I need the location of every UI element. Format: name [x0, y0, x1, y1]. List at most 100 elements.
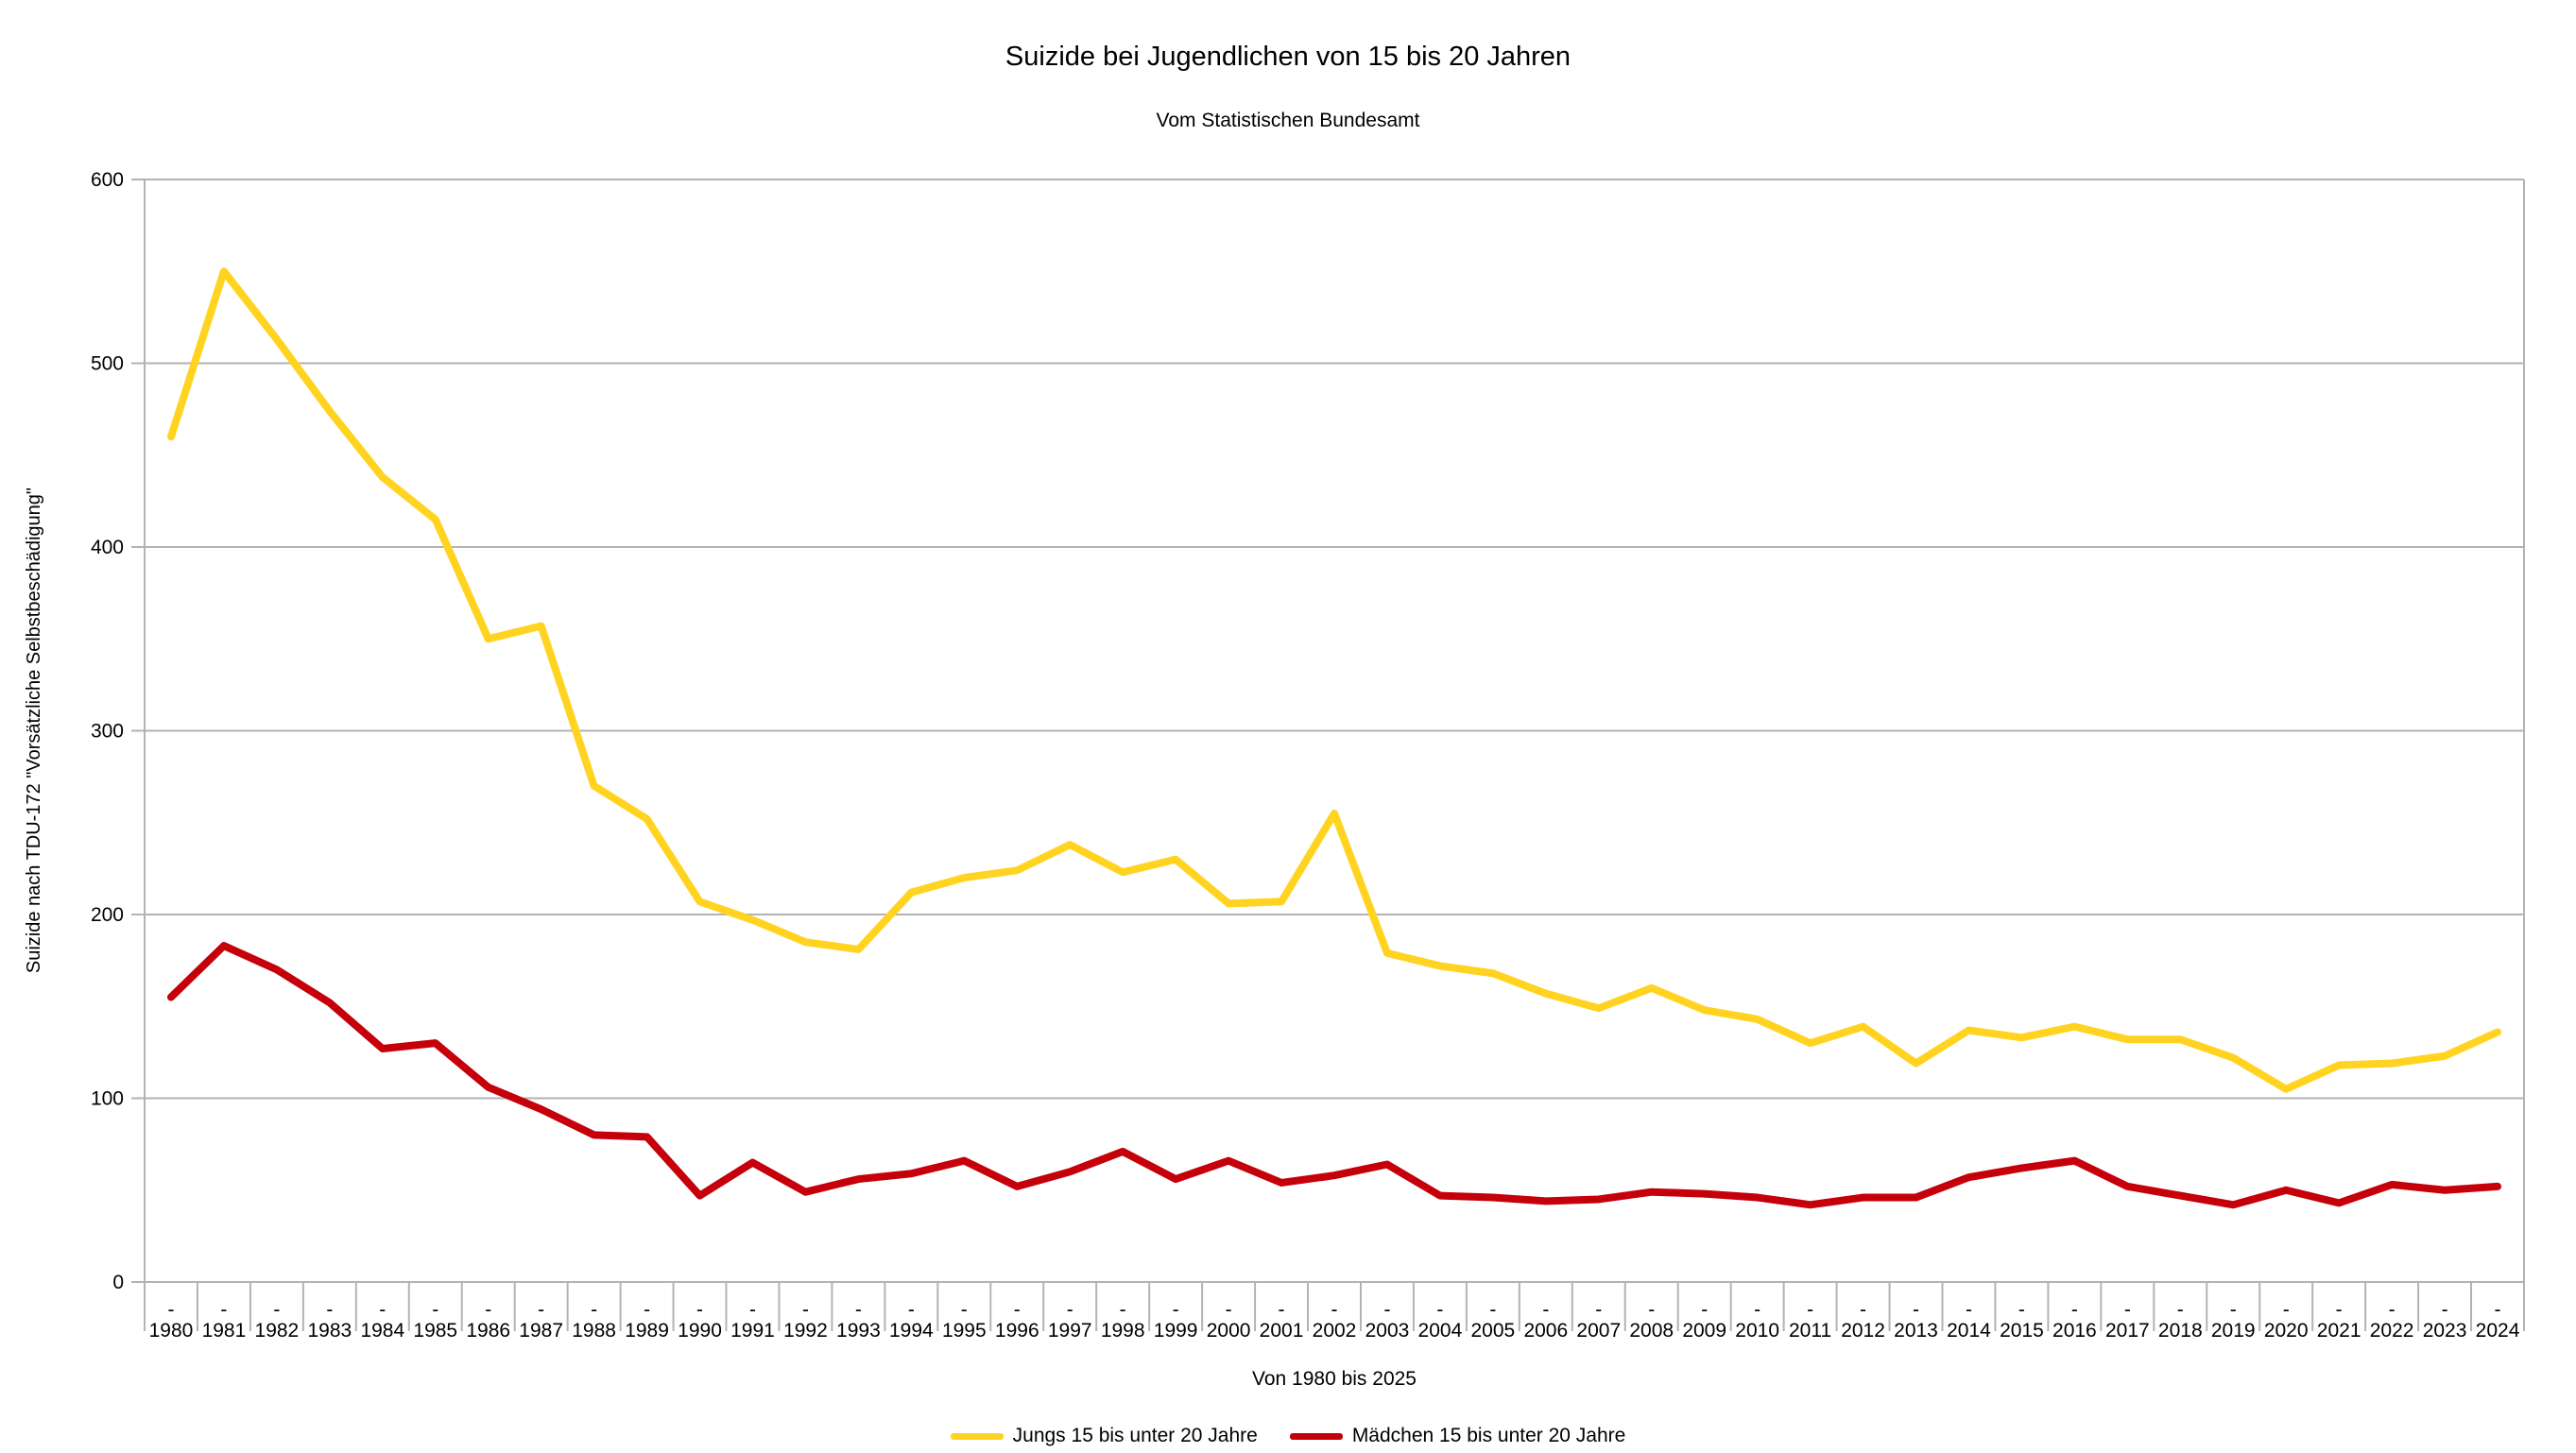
- x-tick-dash: -: [2389, 1299, 2396, 1321]
- x-tick-dash: -: [2018, 1299, 2025, 1321]
- x-tick-label: 2022: [2370, 1320, 2414, 1342]
- legend-item-jungs: Jungs 15 bis unter 20 Jahre: [950, 1425, 1258, 1447]
- series-line-0: [166, 267, 2502, 1093]
- x-tick-label: 1984: [360, 1320, 404, 1342]
- x-tick-dash: -: [432, 1299, 438, 1321]
- x-tick-label: 1982: [255, 1320, 300, 1342]
- x-tick-label: 1986: [466, 1320, 510, 1342]
- x-tick-dash: -: [2495, 1299, 2501, 1321]
- x-tick-label: 1997: [1048, 1320, 1092, 1342]
- y-tick-label: 100: [91, 1088, 124, 1110]
- x-tick-dash: -: [326, 1299, 333, 1321]
- x-tick-dash: -: [1331, 1299, 1338, 1321]
- x-tick-dash: -: [802, 1299, 809, 1321]
- x-tick-dash: -: [1595, 1299, 1602, 1321]
- y-tick-label: 200: [91, 904, 124, 926]
- x-tick-label: 1980: [149, 1320, 194, 1342]
- x-tick-label: 2015: [2000, 1320, 2044, 1342]
- x-tick-label: 2009: [1682, 1320, 1726, 1342]
- x-tick-dash: -: [1913, 1299, 1919, 1321]
- x-tick-dash: -: [749, 1299, 756, 1321]
- x-tick-label: 1996: [995, 1320, 1039, 1342]
- y-tick-label: 500: [91, 353, 124, 375]
- x-tick-label: 2012: [1841, 1320, 1885, 1342]
- x-tick-label: 2000: [1207, 1320, 1251, 1342]
- x-tick-dash: -: [1067, 1299, 1073, 1321]
- x-tick-dash: -: [2230, 1299, 2237, 1321]
- y-tick-label: 300: [91, 721, 124, 743]
- x-tick-label: 1993: [836, 1320, 881, 1342]
- x-tick-label: 2005: [1471, 1320, 1516, 1342]
- x-tick-label: 2007: [1576, 1320, 1621, 1342]
- x-tick-label: 1983: [307, 1320, 352, 1342]
- x-tick-dash: -: [591, 1299, 597, 1321]
- x-tick-label: 1998: [1101, 1320, 1145, 1342]
- x-tick-dash: -: [1754, 1299, 1760, 1321]
- x-tick-label: 2003: [1365, 1320, 1410, 1342]
- x-tick-dash: -: [696, 1299, 703, 1321]
- x-tick-label: 2020: [2264, 1320, 2309, 1342]
- legend-label-jungs: Jungs 15 bis unter 20 Jahre: [1012, 1425, 1258, 1446]
- x-tick-label: 2018: [2158, 1320, 2203, 1342]
- legend-line-swatch-jungs: [950, 1432, 1004, 1440]
- chart-subtitle: Vom Statistischen Bundesamt: [1156, 110, 1420, 131]
- x-tick-label: 1988: [572, 1320, 616, 1342]
- x-tick-dash: -: [1648, 1299, 1655, 1321]
- x-tick-label: 1999: [1154, 1320, 1198, 1342]
- x-tick-dash: -: [485, 1299, 491, 1321]
- x-tick-label: 1987: [519, 1320, 563, 1342]
- x-tick-label: 2006: [1523, 1320, 1568, 1342]
- x-tick-dash: -: [2336, 1299, 2343, 1321]
- x-tick-label: 2023: [2423, 1320, 2467, 1342]
- x-tick-dash: -: [379, 1299, 386, 1321]
- x-tick-dash: -: [1279, 1299, 1285, 1321]
- x-tick-dash: -: [2071, 1299, 2078, 1321]
- x-tick-dash: -: [167, 1299, 174, 1321]
- x-tick-label: 2019: [2211, 1320, 2256, 1342]
- x-axis-title: Von 1980 bis 2025: [1252, 1368, 1417, 1390]
- x-tick-dash: -: [1966, 1299, 1972, 1321]
- x-tick-dash: -: [2442, 1299, 2448, 1321]
- legend-item-maedchen: Mädchen 15 bis unter 20 Jahre: [1289, 1425, 1626, 1447]
- x-tick-label: 2002: [1313, 1320, 1357, 1342]
- x-tick-dash: -: [220, 1299, 227, 1321]
- legend-line-swatch-maedchen: [1289, 1432, 1343, 1440]
- x-tick-label: 2014: [1947, 1320, 1991, 1342]
- chart-title: Suizide bei Jugendlichen von 15 bis 20 J…: [1005, 42, 1571, 72]
- x-tick-dash: -: [1701, 1299, 1708, 1321]
- x-tick-dash: -: [1860, 1299, 1866, 1321]
- x-tick-label: 2016: [2052, 1320, 2097, 1342]
- x-tick-dash: -: [1173, 1299, 1179, 1321]
- x-tick-dash: -: [855, 1299, 862, 1321]
- y-tick-label: 0: [112, 1272, 124, 1293]
- x-tick-dash: -: [644, 1299, 650, 1321]
- x-tick-label: 1995: [942, 1320, 987, 1342]
- x-tick-dash: -: [961, 1299, 968, 1321]
- x-tick-label: 2013: [1894, 1320, 1938, 1342]
- x-tick-label: 2011: [1789, 1320, 1831, 1342]
- x-tick-dash: -: [2124, 1299, 2131, 1321]
- x-tick-dash: -: [908, 1299, 915, 1321]
- series-line-1: [166, 942, 2502, 1209]
- x-tick-dash: -: [1383, 1299, 1390, 1321]
- x-tick-label: 1989: [625, 1320, 669, 1342]
- x-tick-label: 2010: [1735, 1320, 1779, 1342]
- x-tick-dash: -: [538, 1299, 544, 1321]
- x-tick-label: 2017: [2105, 1320, 2150, 1342]
- x-tick-dash: -: [1014, 1299, 1021, 1321]
- x-tick-label: 1985: [413, 1320, 457, 1342]
- x-tick-dash: -: [273, 1299, 280, 1321]
- y-tick-label: 400: [91, 537, 124, 558]
- x-tick-dash: -: [1436, 1299, 1443, 1321]
- x-tick-label: 2001: [1260, 1320, 1304, 1342]
- legend-label-maedchen: Mädchen 15 bis unter 20 Jahre: [1351, 1425, 1626, 1446]
- x-tick-label: 1994: [889, 1320, 934, 1342]
- x-tick-label: 1991: [730, 1320, 775, 1342]
- x-tick-label: 2021: [2317, 1320, 2361, 1342]
- y-tick-label: 600: [91, 169, 124, 191]
- x-tick-dash: -: [1542, 1299, 1549, 1321]
- x-tick-label: 1981: [202, 1320, 247, 1342]
- x-tick-dash: -: [1489, 1299, 1496, 1321]
